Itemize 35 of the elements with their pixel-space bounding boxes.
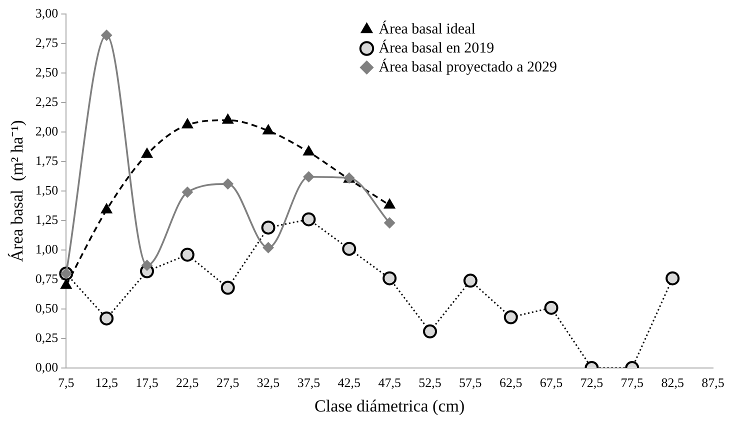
x-tick-label: 67,5 <box>540 375 563 390</box>
x-tick-label: 22,5 <box>176 375 199 390</box>
y-tick-label: 2,25 <box>35 94 58 109</box>
y-tick-label: 3,00 <box>35 5 58 20</box>
x-tick-label: 47,5 <box>378 375 401 390</box>
y-tick-label: 0,75 <box>35 270 58 286</box>
y-tick-label: 2,00 <box>35 123 58 138</box>
y-tick-label: 1,75 <box>35 152 58 168</box>
x-tick-label: 42,5 <box>338 375 361 390</box>
y-tick-label: 0,50 <box>35 300 58 316</box>
x-tick-label: 32,5 <box>256 375 280 390</box>
x-tick-label: 17,5 <box>136 375 158 390</box>
y-tick-label: 2,75 <box>35 34 58 50</box>
x-tick-label: 87,5 <box>702 375 724 390</box>
x-tick-label: 27,5 <box>216 375 240 390</box>
y-axis-title: Área basal (m² ha⁻¹) <box>8 120 27 262</box>
y-tick-label: 0,00 <box>35 359 58 374</box>
y-tick-label: 1,00 <box>35 241 58 256</box>
x-tick-label: 57,5 <box>459 375 482 390</box>
x-tick-label: 77,5 <box>620 375 644 390</box>
x-tick-label: 7,5 <box>58 375 74 390</box>
x-tick-label: 72,5 <box>580 375 604 390</box>
x-tick-label: 62,5 <box>499 375 522 390</box>
legend-label: Área basal proyectado a 2029 <box>378 58 558 76</box>
legend-label: Área basal ideal <box>378 20 476 38</box>
x-tick-label: 52,5 <box>418 375 442 390</box>
legend-label: Área basal en 2019 <box>378 39 494 56</box>
x-axis-title: Clase diámetrica (cm) <box>314 396 465 416</box>
y-tick-label: 1,50 <box>35 182 58 198</box>
y-tick-label: 1,25 <box>35 212 58 227</box>
x-tick-label: 12,5 <box>95 375 118 390</box>
x-tick-label: 37,5 <box>297 375 320 390</box>
y-tick-label: 2,50 <box>35 64 58 80</box>
y-tick-label: 0,25 <box>35 330 58 345</box>
x-tick-label: 82,5 <box>661 375 684 390</box>
